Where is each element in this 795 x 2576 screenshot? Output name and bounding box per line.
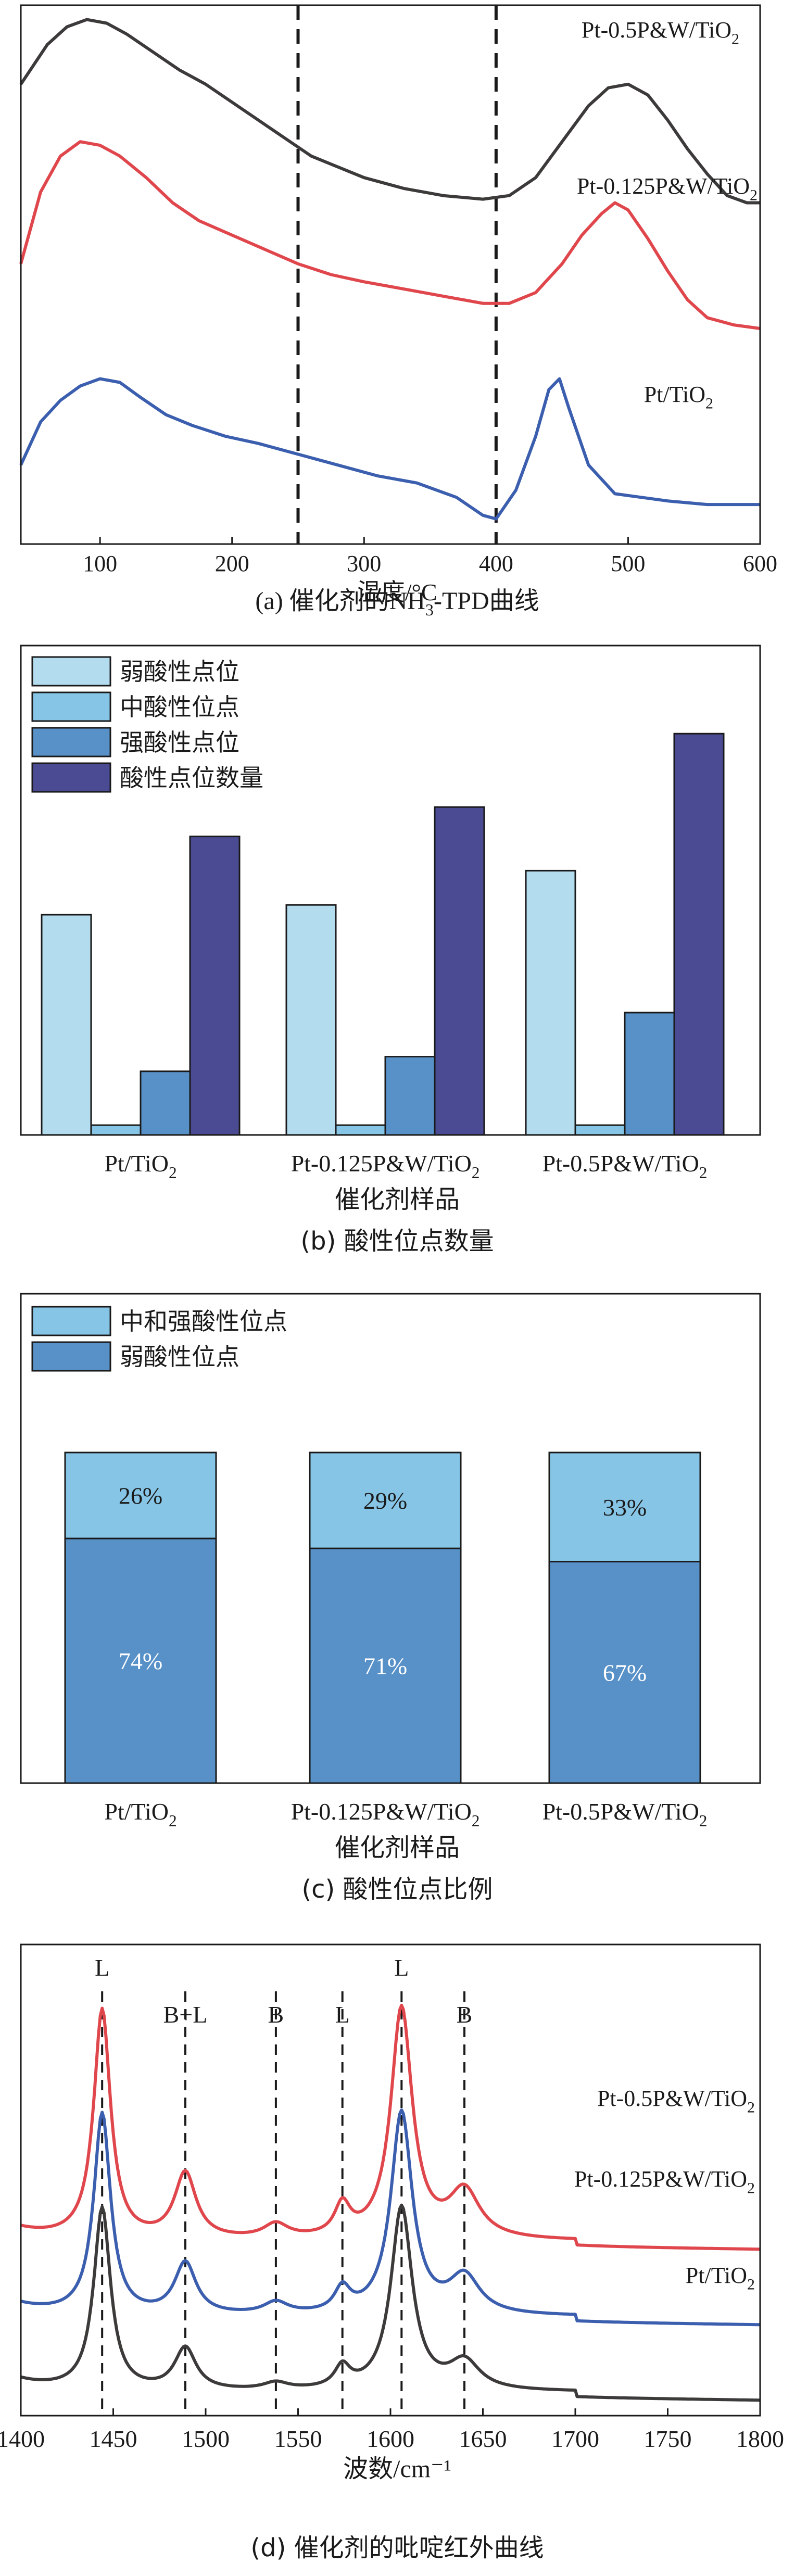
series-label-1: Pt-0.125P&W/TiO2 — [577, 173, 758, 204]
strong-bar-0 — [64, 1451, 217, 1539]
legend-label-3: 酸性点位数量 — [120, 764, 263, 792]
series-label-2: Pt/TiO2 — [644, 382, 713, 412]
plot-frame-c — [20, 1293, 761, 1784]
legend-swatch-1 — [31, 691, 111, 722]
x-tick-label: 600 — [743, 551, 777, 576]
bar-0-2 — [140, 1070, 191, 1136]
weak-data-label: 71% — [363, 1653, 407, 1680]
x-axis-label: 催化剂样品 — [335, 1833, 460, 1862]
series-line-1 — [20, 2108, 761, 2327]
series-line-2 — [19, 377, 760, 521]
bar-1-3 — [434, 806, 485, 1136]
band-label-5: B — [457, 2001, 473, 2028]
x-tick-label: 1600 — [367, 2426, 414, 2452]
x-tick-label: 1700 — [551, 2426, 599, 2452]
category-label-0: Pt/TiO2 — [104, 1798, 176, 1830]
series-line-1 — [19, 140, 761, 330]
caption-b: (b) 酸性位点数量 — [300, 1227, 494, 1256]
series-line-0 — [20, 2003, 761, 2251]
legend-label-2: 强酸性点位 — [120, 728, 239, 756]
series-label-1: Pt-0.125P&W/TiO2 — [574, 2166, 755, 2196]
bar-2-1 — [574, 1124, 626, 1136]
strong-data-label: 33% — [603, 1494, 647, 1521]
bar-2-0 — [525, 869, 576, 1136]
weak-data-label: 74% — [119, 1648, 162, 1674]
legend-label-1: 中酸性位点 — [120, 693, 239, 721]
legend-label-0: 中和强酸性位点 — [120, 1307, 287, 1335]
chart-b: Pt/TiO2 Pt-0.125P&W/TiO2 Pt-0.5P&W/TiO2 弱酸性… — [20, 645, 761, 1256]
weak-bar-1 — [309, 1547, 462, 1784]
bar-0-0 — [41, 914, 92, 1136]
chart-d: L B+L B L L B 1400 1450 1500 1550 1600 1650 1700 1750… — [0, 1943, 784, 2562]
strong-data-label: 26% — [119, 1483, 162, 1509]
legend-swatch-2 — [31, 727, 111, 757]
series-label-0: Pt-0.5P&W/TiO2 — [582, 17, 739, 47]
x-tick-label: 200 — [215, 551, 249, 576]
x-tick-label: 1550 — [274, 2426, 322, 2452]
series-label-0: Pt-0.5P&W/TiO2 — [597, 2086, 755, 2116]
legend-label-1: 弱酸性位点 — [120, 1343, 239, 1371]
caption-c: (c) 酸性位点比例 — [301, 1875, 493, 1904]
category-label-2: Pt-0.5P&W/TiO2 — [542, 1150, 708, 1182]
bar-0-3 — [189, 836, 241, 1136]
band-label-0: L — [95, 1954, 109, 1981]
legend-swatch-0 — [31, 656, 111, 687]
x-tick-label: 1400 — [0, 2426, 45, 2452]
category-label-1: Pt-0.125P&W/TiO2 — [291, 1150, 480, 1182]
x-tick-label: 300 — [347, 551, 381, 576]
legend-label-0: 弱酸性点位 — [120, 658, 239, 686]
series-line-0 — [19, 18, 760, 205]
legend-swatch-1 — [31, 1341, 111, 1372]
legend-swatch-3 — [31, 762, 111, 793]
bar-1-0 — [285, 904, 337, 1136]
x-tick-label: 400 — [479, 551, 513, 576]
band-label-4: L — [394, 1954, 409, 1981]
bar-2-2 — [624, 1012, 675, 1136]
strong-bar-2 — [548, 1451, 701, 1563]
x-tick-label: 1500 — [182, 2426, 230, 2452]
x-tick-label: 500 — [611, 551, 645, 576]
bar-1-1 — [335, 1124, 386, 1136]
weak-data-label: 67% — [603, 1659, 647, 1686]
category-label-2: Pt-0.5P&W/TiO2 — [542, 1798, 708, 1830]
series-label-2: Pt/TiO2 — [686, 2263, 755, 2293]
bar-2-3 — [673, 733, 725, 1136]
x-tick-label: 1750 — [644, 2426, 692, 2452]
category-label-0: Pt/TiO2 — [104, 1150, 176, 1182]
x-tick-label: 100 — [83, 551, 117, 576]
x-tick-label: 1450 — [90, 2426, 137, 2452]
series-line-2 — [20, 2203, 760, 2402]
x-axis-label: 温度/°C — [357, 579, 437, 605]
weak-bar-2 — [548, 1561, 701, 1784]
caption-a: (a) 催化剂的NH3-TPD曲线 — [255, 587, 539, 619]
band-label-1: B+L — [163, 2001, 208, 2028]
band-label-3: L — [335, 2001, 350, 2028]
category-label-1: Pt-0.125P&W/TiO2 — [291, 1798, 480, 1830]
strong-data-label: 29% — [363, 1487, 407, 1514]
bar-0-1 — [90, 1124, 142, 1136]
x-axis-label: 催化剂样品 — [335, 1185, 460, 1214]
chart-c: 74% 26% Pt/TiO2 71% 29% Pt-0.125P&W/TiO2 67% 33… — [20, 1293, 761, 1904]
bar-1-2 — [384, 1056, 436, 1136]
plot-frame-a — [20, 4, 761, 545]
chart-a: 100 200 300 400 500 600 温度/°C Pt-0.5P&W/TiO2 Pt-… — [19, 4, 777, 619]
x-tick-label: 1650 — [459, 2426, 507, 2452]
plot-frame-b — [20, 645, 761, 1136]
strong-bar-1 — [309, 1451, 462, 1549]
x-tick-label: 1800 — [736, 2426, 784, 2452]
caption-d: (d) 催化剂的吡啶红外曲线 — [250, 2533, 544, 2562]
x-axis-label: 波数/cm⁻¹ — [343, 2455, 451, 2483]
legend-swatch-0 — [31, 1306, 111, 1336]
weak-bar-0 — [64, 1537, 217, 1784]
band-label-2: B — [268, 2001, 284, 2028]
